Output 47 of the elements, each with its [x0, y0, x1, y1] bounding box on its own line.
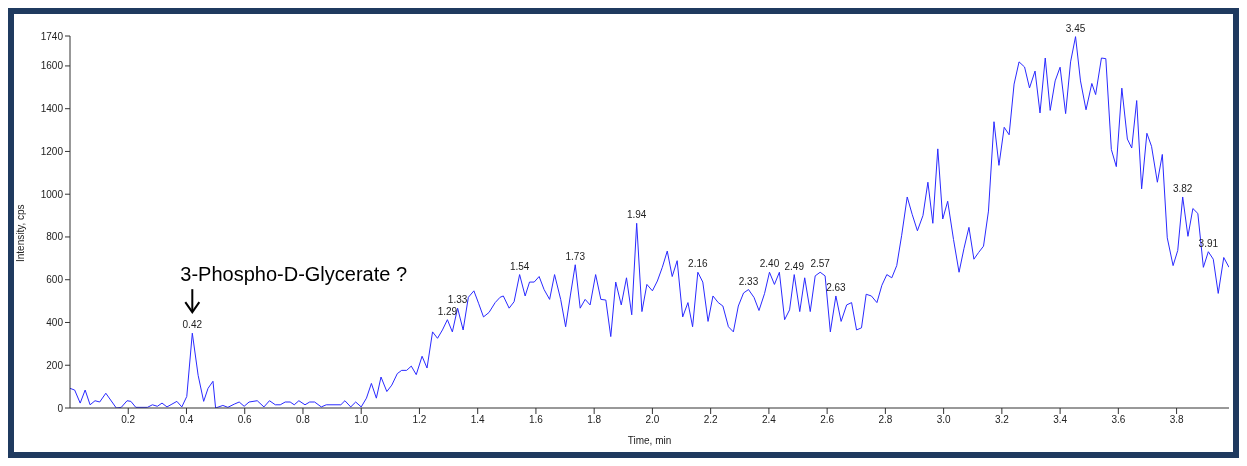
annotation: 2.49: [784, 260, 805, 272]
annotation: 2.16: [688, 258, 709, 270]
y-tick-label: 1200: [40, 145, 64, 157]
x-tick-label: 3.6: [1111, 414, 1126, 426]
x-tick-label: 3.8: [1169, 414, 1184, 426]
x-tick-label: 1.8: [587, 414, 602, 426]
annotation: 2.63: [826, 281, 847, 293]
y-tick-label: 600: [46, 274, 64, 286]
annotation: 1.29: [437, 305, 458, 317]
y-tick-label: 200: [46, 359, 64, 371]
annotation: 3-Phospho-D-Glycerate ?: [180, 263, 408, 286]
annotation: 1.33: [447, 294, 468, 306]
y-tick-label: 1600: [40, 60, 64, 72]
x-axis-title: Time, min: [627, 435, 672, 446]
x-tick-label: 2.8: [878, 414, 893, 426]
x-tick-label: 1.4: [470, 414, 486, 426]
x-tick-label: 3.0: [936, 414, 951, 426]
annotation: 1.94: [626, 209, 647, 221]
annotation: 3.45: [1065, 22, 1086, 34]
y-tick-label: 1000: [40, 188, 64, 200]
annotation: 1.54: [509, 260, 530, 272]
annotation: 2.57: [810, 258, 831, 270]
annotation: 3.91: [1198, 237, 1219, 249]
y-tick-label: 800: [46, 231, 64, 243]
y-tick-label: 400: [46, 316, 64, 328]
x-tick-label: 1.0: [354, 414, 369, 426]
y-tick-label: 1400: [40, 103, 64, 115]
annotation: 2.33: [738, 275, 759, 287]
annotation: 0.42: [182, 319, 203, 331]
y-axis-title: Intensity, cps: [14, 204, 26, 262]
x-tick-label: 1.6: [528, 414, 544, 426]
x-tick-label: 3.4: [1053, 414, 1068, 426]
x-tick-label: 2.6: [820, 414, 835, 426]
x-tick-label: 2.0: [645, 414, 660, 426]
x-tick-label: 1.2: [412, 414, 427, 426]
annotation: 2.40: [759, 258, 780, 270]
y-tick-label: 0: [57, 402, 64, 414]
x-tick-label: 0.2: [121, 414, 136, 426]
annotation: 3.82: [1172, 182, 1193, 194]
y-tick-label: 1740: [40, 30, 64, 42]
x-tick-label: 0.6: [237, 414, 253, 426]
annotation: 1.73: [565, 250, 586, 262]
x-tick-label: 0.4: [179, 414, 194, 426]
x-tick-label: 2.4: [761, 414, 777, 426]
x-tick-label: 3.2: [994, 414, 1010, 426]
x-tick-label: 2.2: [703, 414, 719, 426]
x-tick-label: 0.8: [296, 414, 311, 426]
